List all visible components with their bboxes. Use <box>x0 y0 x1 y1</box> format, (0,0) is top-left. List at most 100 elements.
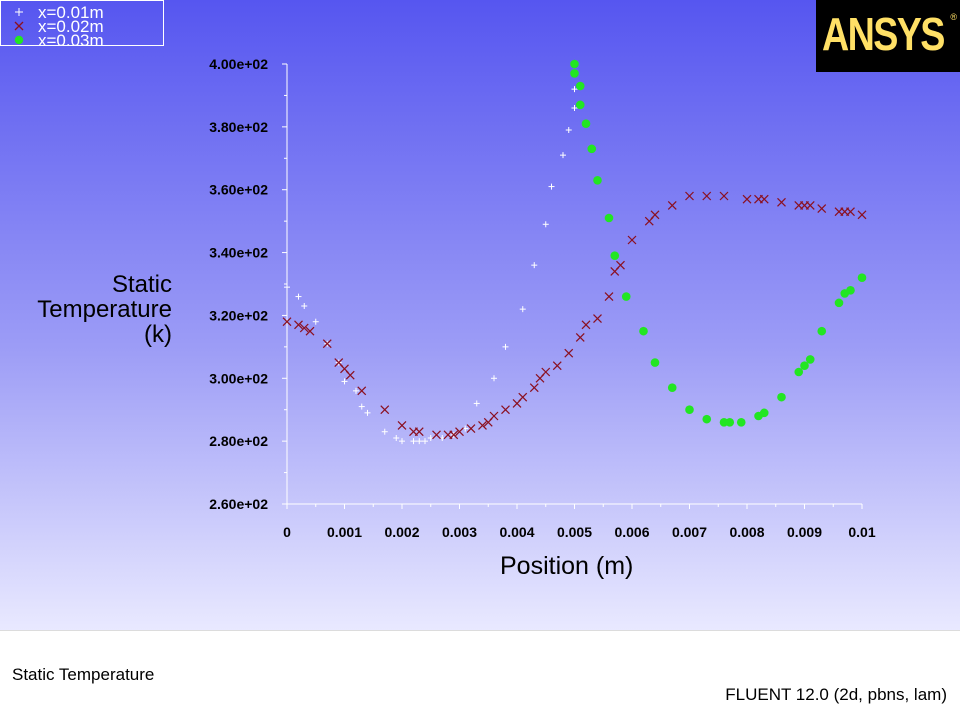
data-point-plus <box>519 306 526 313</box>
data-point-dot <box>610 251 620 261</box>
data-point-cross <box>466 424 476 433</box>
data-point-plus <box>491 375 497 382</box>
cross-b <box>759 194 769 204</box>
y-tick-label: 3.20e+02 <box>209 307 268 323</box>
data-point-cross <box>759 194 769 204</box>
data-point-plus <box>422 438 428 445</box>
data-point-dot <box>575 81 585 91</box>
data-point-plus <box>393 435 400 441</box>
data-point-dot <box>834 298 844 308</box>
cross-b <box>357 386 367 396</box>
data-point-cross <box>357 386 367 396</box>
data-point-cross <box>489 411 499 421</box>
cross-b <box>857 210 867 220</box>
cross-b <box>340 364 349 374</box>
legend-label: x=0.03m <box>38 31 104 50</box>
cross-b <box>380 405 390 415</box>
cross-b <box>414 427 424 437</box>
data-point-cross <box>501 405 510 415</box>
x-tick-label: 0.002 <box>384 524 419 540</box>
cross-b <box>541 367 551 377</box>
data-point-cross <box>650 210 660 220</box>
cross-b <box>397 421 407 430</box>
x-tick-label: 0.005 <box>557 524 592 540</box>
y-tick-label: 2.80e+02 <box>209 433 268 449</box>
data-point-cross <box>541 367 551 377</box>
data-point-cross <box>294 320 303 330</box>
data-point-cross <box>449 430 459 440</box>
solver-info: FLUENT 12.0 (2d, pbns, lam) <box>725 685 947 704</box>
x-tick-label: 0 <box>283 524 291 540</box>
cross-b <box>564 348 574 358</box>
data-point-cross <box>719 191 729 201</box>
data-point-plus <box>284 284 290 291</box>
data-point-cross <box>380 405 390 415</box>
series-dot <box>570 59 867 427</box>
cross-b <box>322 339 332 349</box>
cross-b <box>742 194 752 204</box>
cross-b <box>777 197 786 207</box>
data-point-cross <box>627 235 637 245</box>
data-point-cross <box>742 194 752 204</box>
cross-b <box>466 424 476 433</box>
cross-b <box>294 320 303 330</box>
data-point-dot <box>570 69 579 78</box>
plot-area: 2.60e+02 2.80e+02 3.00e+02 3.20e+02 3.40e+02… <box>0 0 960 630</box>
data-point-plus <box>565 127 572 133</box>
data-point-dot <box>800 361 809 371</box>
data-point-dot <box>736 417 746 427</box>
data-point-dot <box>621 292 631 301</box>
data-point-plus <box>312 318 319 325</box>
data-point-cross <box>593 314 602 323</box>
data-point-cross <box>581 320 591 330</box>
data-point-cross <box>667 201 677 210</box>
data-point-plus <box>381 428 388 435</box>
data-point-plus <box>416 438 423 445</box>
cross-b <box>667 201 677 210</box>
data-point-plus <box>410 438 417 445</box>
data-point-cross <box>777 197 786 207</box>
data-point-dot <box>587 144 597 154</box>
cross-b <box>489 411 499 421</box>
data-point-dot <box>857 273 867 283</box>
data-point-dot <box>570 59 579 69</box>
data-point-cross <box>397 421 407 430</box>
data-point-cross <box>702 191 712 201</box>
logo-text: ANSYS <box>822 8 945 60</box>
cross-b <box>478 421 487 430</box>
cross-b <box>345 370 355 380</box>
x-tick-label: 0.007 <box>672 524 707 540</box>
cross-b <box>299 323 309 333</box>
cross-b <box>627 235 637 245</box>
data-point-plus <box>502 343 509 350</box>
data-point-dot <box>702 414 712 424</box>
legend-label: x=0.01m <box>38 3 104 22</box>
data-point-cross <box>432 430 441 440</box>
data-point-plus <box>571 86 578 93</box>
x-tick-label: 0.003 <box>442 524 477 540</box>
data-point-cross <box>616 260 625 270</box>
data-point-dot <box>805 355 815 364</box>
data-point-cross <box>846 207 855 217</box>
data-point-cross <box>604 292 614 301</box>
data-point-cross <box>322 339 332 349</box>
registered-mark: ® <box>950 12 957 22</box>
cross-b <box>518 392 528 402</box>
data-point-cross <box>575 333 585 342</box>
data-point-dot <box>777 392 786 402</box>
data-point-cross <box>817 204 827 213</box>
cross-b <box>432 430 441 440</box>
legend-entry-3: x=0.03m <box>1 31 165 50</box>
data-point-plus <box>364 409 371 416</box>
cross-b <box>455 427 464 437</box>
marks-layer <box>282 59 867 445</box>
series-cross <box>282 191 867 440</box>
data-point-cross <box>529 383 539 393</box>
cross-b <box>581 320 591 330</box>
data-point-dot <box>650 358 660 367</box>
data-point-dot <box>639 326 648 336</box>
legend-label: x=0.02m <box>38 17 104 36</box>
y-axis-label-line: Temperature <box>37 296 172 323</box>
axes-layer: 2.60e+02 2.80e+02 3.00e+02 3.20e+02 3.40e+02… <box>209 56 876 540</box>
legend-entry-2: x=0.02m <box>1 17 165 36</box>
